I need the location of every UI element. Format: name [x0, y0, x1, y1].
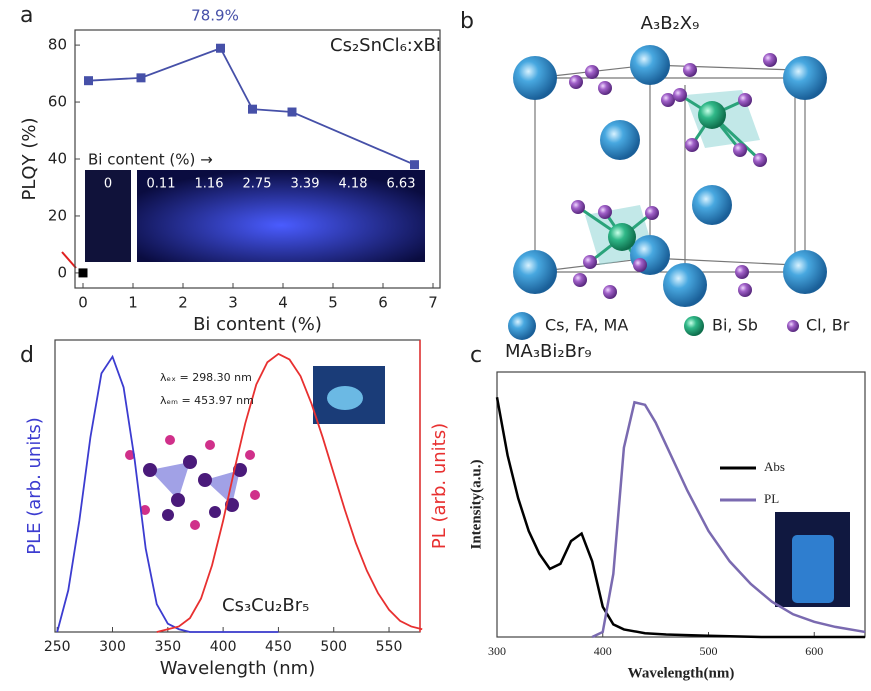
- x-tick-label: 300: [488, 644, 506, 658]
- x-tick-label: 500: [699, 644, 717, 658]
- inset-label: 1.16: [195, 177, 224, 192]
- x-tick-label: 350: [154, 639, 181, 655]
- y-axis-label: Intensity(a.u.): [468, 459, 484, 549]
- x-tick-label: 7: [428, 294, 438, 312]
- x-tick-label: 2: [178, 294, 188, 312]
- chart-title: Cs₂SnCl₆:xBi: [330, 35, 441, 56]
- panel-letter: b: [460, 9, 474, 34]
- y-axis-label: PLQY (%): [19, 118, 40, 201]
- panel-letter: a: [20, 3, 33, 28]
- annotation: λₑₓ = 298.30 nm: [160, 371, 252, 384]
- data-point: [248, 105, 257, 114]
- x-tick-label: 500: [320, 639, 347, 655]
- inset-label: 6.63: [387, 177, 416, 192]
- legend-label: Cl, Br: [806, 316, 850, 335]
- x-tick-label: 550: [376, 639, 403, 655]
- x-tick-label: 250: [44, 639, 71, 655]
- x-axis-label: Bi content (%): [193, 314, 322, 335]
- data-point: [84, 76, 93, 85]
- data-point: [216, 44, 225, 53]
- panel-letter: c: [470, 343, 482, 368]
- inset-label: 0.11: [147, 177, 176, 192]
- y-axis-label: PLE (arb. units): [24, 417, 45, 555]
- legend-label: Cs, FA, MA: [545, 316, 628, 335]
- x-axis-label: Wavelength(nm): [628, 665, 735, 681]
- structure-title: A₃B₂X₉: [641, 13, 700, 34]
- data-point: [288, 108, 297, 117]
- x-tick-label: 0: [78, 294, 88, 312]
- inset-label: 3.39: [291, 177, 320, 192]
- inset-label: 2.75: [243, 177, 272, 192]
- x-tick-label: 5: [328, 294, 338, 312]
- figure: Bi content (%) → 0 0.11 1.16 2.75 3.39 4…: [0, 0, 871, 691]
- data-point: [137, 73, 146, 82]
- legend-label: PL: [764, 491, 779, 506]
- x-tick-label: 300: [99, 639, 126, 655]
- chart-title: MA₃Bi₂Br₉: [505, 341, 592, 362]
- x-axis-label: Wavelength (nm): [160, 658, 316, 679]
- x-tick-label: 400: [594, 644, 612, 658]
- chart-title: Cs₃Cu₂Br₅: [222, 595, 309, 616]
- y-tick-label: 20: [48, 206, 67, 224]
- y-tick-label: 80: [48, 36, 67, 54]
- x-tick-label: 450: [265, 639, 292, 655]
- x-tick-label: 600: [805, 644, 823, 658]
- legend-label: Abs: [764, 459, 785, 474]
- peak-label: 78.9%: [191, 7, 239, 25]
- x-tick-label: 3: [228, 294, 238, 312]
- x-tick-label: 4: [278, 294, 288, 312]
- crystal-structure: [513, 45, 827, 307]
- inset-title: Bi content (%) →: [88, 151, 213, 169]
- y2-axis-label: PL (arb. units): [429, 423, 450, 549]
- x-tick-label: 400: [210, 639, 237, 655]
- x-tick-label: 1: [128, 294, 138, 312]
- y-tick-label: 0: [57, 263, 67, 281]
- inset-label: 0: [104, 177, 112, 192]
- data-point: [79, 268, 88, 277]
- data-point: [410, 160, 419, 169]
- x-tick-label: 6: [378, 294, 388, 312]
- panel-letter: d: [20, 343, 34, 368]
- y-tick-label: 40: [48, 150, 67, 168]
- inset-label: 4.18: [339, 177, 368, 192]
- inset-photo: [792, 535, 834, 603]
- y-tick-label: 60: [48, 93, 67, 111]
- annotation: λₑₘ = 453.97 nm: [160, 394, 254, 407]
- legend-label: Bi, Sb: [712, 316, 758, 335]
- inset-photo: [327, 386, 363, 410]
